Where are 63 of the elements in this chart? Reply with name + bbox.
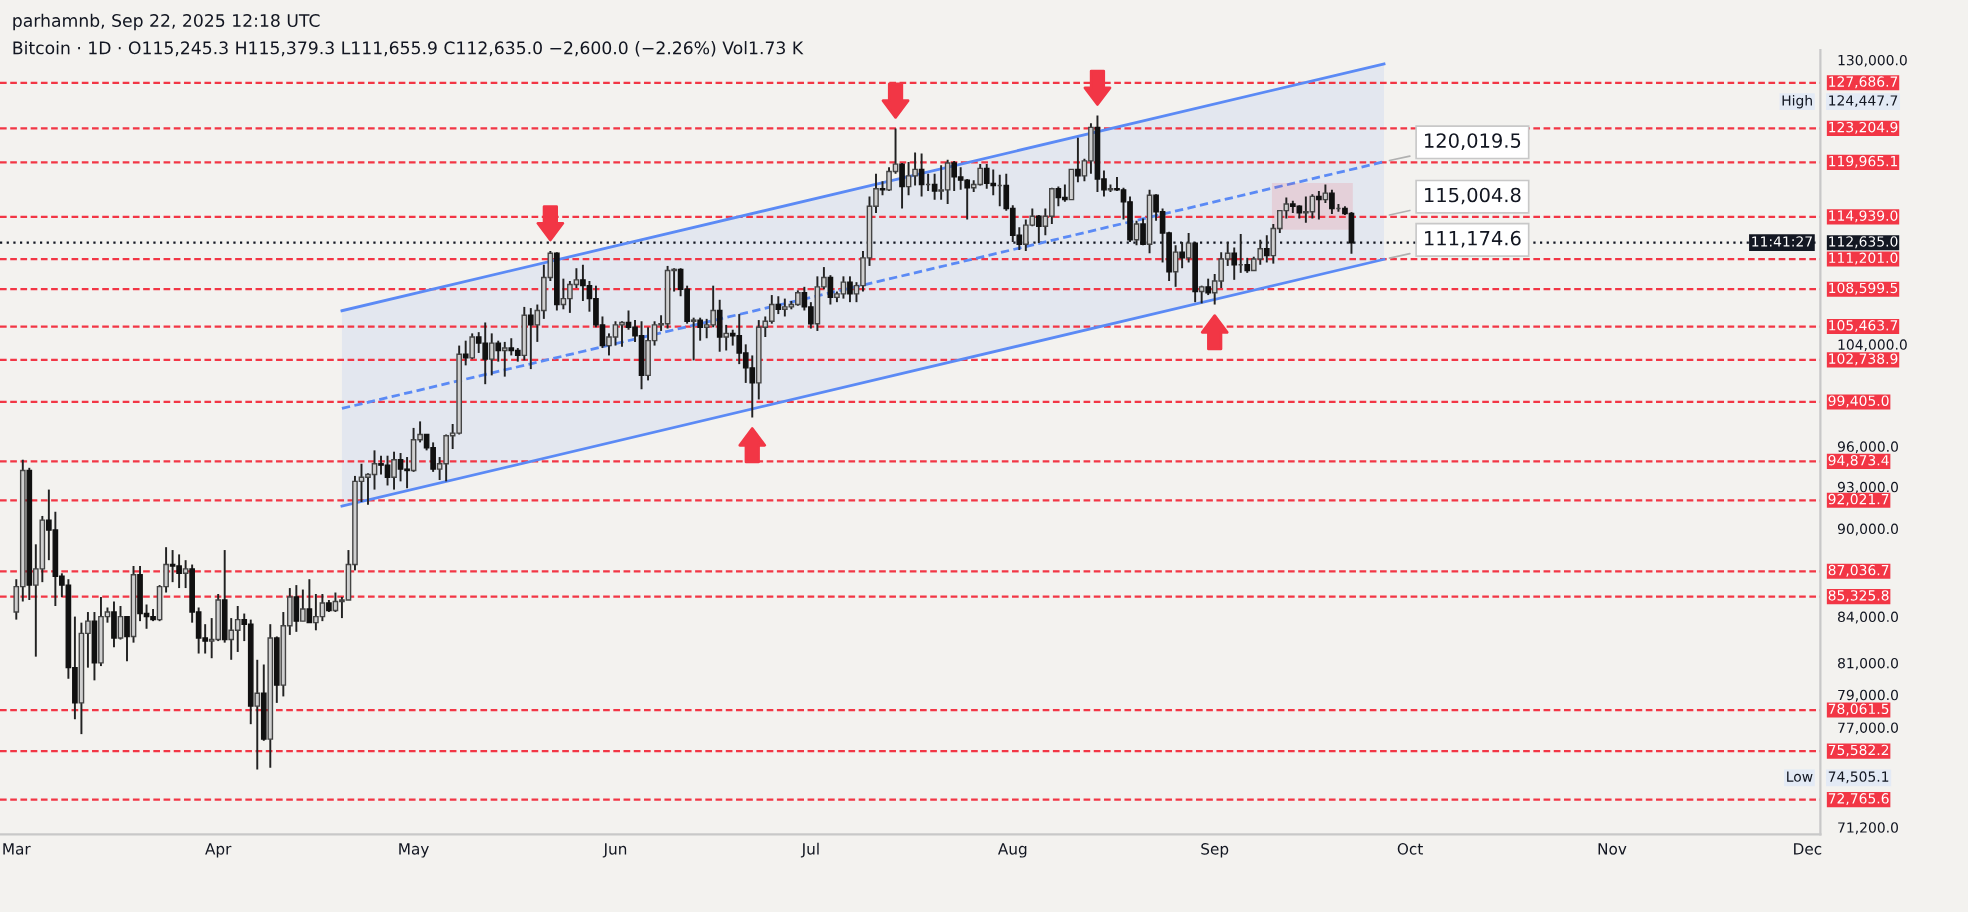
candlestick xyxy=(111,600,117,649)
candlestick xyxy=(1316,189,1322,221)
candlestick xyxy=(931,172,938,201)
candlestick xyxy=(293,584,300,633)
annotation: 120,019.5 xyxy=(1425,133,1521,150)
candlestick xyxy=(404,456,410,490)
candlestick xyxy=(169,549,176,584)
candlestick xyxy=(501,340,508,378)
candlestick xyxy=(847,275,853,304)
candlestick xyxy=(840,275,847,300)
candlestick xyxy=(1035,214,1042,245)
annotation: 111,174.6 xyxy=(1425,230,1521,248)
candlestick xyxy=(1055,185,1062,208)
candlestick xyxy=(521,305,528,362)
candlestick xyxy=(951,159,958,192)
candlestick xyxy=(254,658,261,771)
candlestick xyxy=(391,450,397,491)
candlestick xyxy=(905,160,912,197)
candlestick xyxy=(612,320,619,347)
candlestick xyxy=(313,593,319,632)
candlestick xyxy=(938,164,944,201)
candlestick xyxy=(488,332,495,377)
candlestick xyxy=(319,593,326,623)
candlestick xyxy=(1263,234,1270,264)
candlestick xyxy=(397,452,404,483)
chart-title: Bitcoin · 1D · O115,245.3 H115,379.3 L111,655.9 C112,635.0 −2,600.0 (−2.26%) Vol1.73 K xyxy=(13,41,804,57)
candlestick xyxy=(1140,217,1146,247)
candlestick xyxy=(1172,244,1179,288)
candlestick xyxy=(619,320,625,348)
candlestick xyxy=(1257,238,1264,266)
candlestick xyxy=(944,158,951,206)
candlestick xyxy=(912,151,918,187)
annotation: 115,004.8 xyxy=(1425,187,1521,205)
candlestick xyxy=(527,307,534,371)
candlestick xyxy=(977,163,984,187)
candlestick xyxy=(1075,136,1081,184)
candlestick xyxy=(1088,122,1094,175)
candlestick xyxy=(300,588,306,623)
candlestick xyxy=(91,611,98,682)
candlestick xyxy=(182,559,189,590)
candlestick xyxy=(645,326,651,382)
candlestick xyxy=(957,166,964,191)
candlestick xyxy=(124,615,130,663)
candlestick xyxy=(462,339,469,367)
candlestick xyxy=(1127,195,1133,243)
candlestick xyxy=(690,316,697,362)
candlestick xyxy=(137,565,143,623)
candlestick xyxy=(234,605,241,653)
candlestick xyxy=(983,163,990,190)
candlestick xyxy=(430,441,436,473)
candlestick xyxy=(1303,195,1309,224)
chart-subtitle: parhamnb, Sep 22, 2025 12:18 UTC xyxy=(13,13,320,31)
candlestick xyxy=(1022,218,1029,252)
candlestick xyxy=(384,454,391,487)
candlestick xyxy=(1329,188,1335,215)
candlestick xyxy=(469,332,476,361)
candlestick xyxy=(176,553,182,590)
candlestick xyxy=(723,323,730,352)
candlestick xyxy=(1185,231,1192,264)
candlestick xyxy=(273,635,280,704)
candlestick xyxy=(1179,240,1185,270)
candlestick xyxy=(482,321,489,386)
candlestick xyxy=(1068,168,1075,201)
